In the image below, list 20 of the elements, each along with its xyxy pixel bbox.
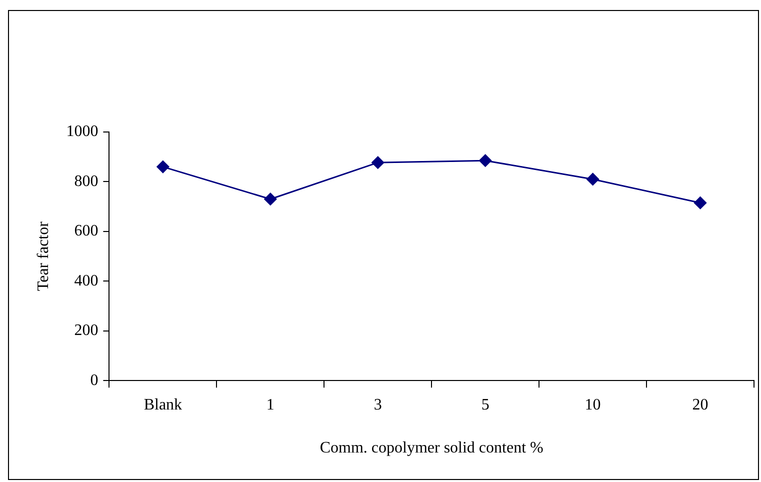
x-tick-label: 5	[481, 396, 490, 414]
y-tick-label: 800	[74, 172, 98, 190]
y-tick-label: 600	[74, 222, 98, 240]
point	[694, 196, 707, 210]
point	[264, 192, 277, 206]
y-tick-label: 400	[74, 272, 98, 290]
x-axis-title: Comm. copolymer solid content %	[320, 440, 544, 457]
x-tick-label: Blank	[144, 396, 182, 414]
point	[479, 154, 492, 167]
y-tick-label: 0	[90, 372, 98, 389]
x-tick-label: 3	[374, 396, 382, 414]
point	[156, 160, 170, 174]
point	[586, 172, 600, 186]
x-tick-label: 1	[266, 396, 274, 414]
y-tick-label: 200	[74, 322, 98, 340]
y-tick-label: 1000	[66, 123, 98, 140]
x-tick-label: 10	[584, 396, 601, 414]
x-tick-label: 20	[692, 396, 708, 414]
y-axis-title: Tear factor	[34, 220, 52, 292]
point	[372, 156, 384, 169]
